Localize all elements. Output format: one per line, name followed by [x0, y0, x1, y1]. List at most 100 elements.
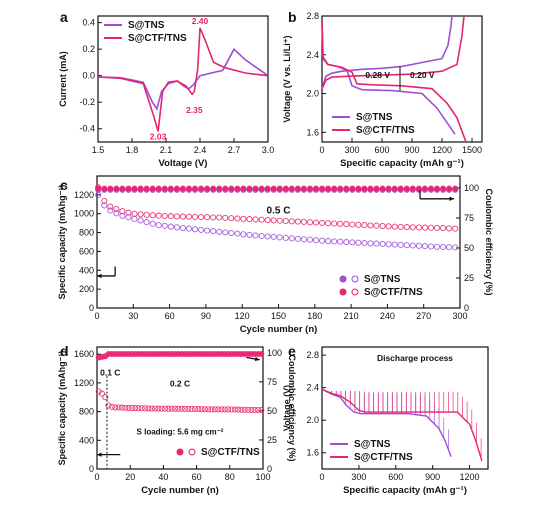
- data-point: [95, 185, 102, 192]
- data-point: [367, 185, 374, 192]
- data-point: [204, 227, 211, 234]
- data-point: [391, 185, 398, 192]
- data-point: [137, 217, 144, 224]
- data-point: [415, 224, 422, 231]
- data-point: [142, 405, 149, 412]
- data-point: [282, 217, 289, 225]
- data-point: [225, 406, 232, 413]
- data-point: [433, 243, 441, 250]
- y2-tick-label: 75: [267, 377, 277, 387]
- axis-arrow-head: [254, 356, 260, 362]
- data-point: [361, 239, 368, 247]
- data-point: [119, 208, 126, 215]
- series-line: [321, 388, 483, 462]
- data-point: [319, 219, 326, 226]
- data-point: [238, 406, 245, 413]
- y-tick-label: 2.0: [306, 415, 319, 425]
- data-point: [198, 406, 205, 413]
- y-tick-label: 1200: [74, 190, 94, 200]
- y-tick-label: 0: [89, 464, 94, 474]
- data-point: [254, 406, 262, 414]
- legend-label: S@CTF/TNS: [128, 33, 187, 44]
- data-point: [191, 213, 199, 220]
- x-tick-label: 80: [225, 472, 235, 482]
- data-point: [125, 404, 132, 411]
- data-point: [306, 236, 314, 243]
- data-point: [228, 215, 235, 222]
- x-tick-label: 240: [380, 311, 395, 321]
- data-point: [373, 222, 380, 229]
- data-point: [343, 185, 350, 192]
- y-tick-label: 1200: [74, 378, 94, 388]
- data-point: [175, 405, 182, 412]
- data-point: [165, 405, 172, 412]
- y-tick-label: 2.8: [306, 11, 319, 21]
- data-point: [115, 404, 122, 411]
- data-point: [300, 236, 307, 243]
- x-tick-label: 900: [425, 472, 440, 482]
- series-line: [97, 27, 269, 132]
- x-tick-label: 0: [94, 311, 99, 321]
- y-tick-label: 2.8: [306, 350, 319, 360]
- data-point: [179, 213, 186, 220]
- x-tick-label: 900: [404, 145, 419, 155]
- data-point: [216, 185, 223, 192]
- data-point: [300, 218, 307, 225]
- data-point: [391, 223, 398, 230]
- data-point: [319, 237, 326, 244]
- data-point: [228, 229, 235, 237]
- data-point: [228, 406, 235, 413]
- data-point: [421, 243, 428, 250]
- legend-swatch: [188, 448, 196, 456]
- x-axis-label: Specific capacity (mAh g⁻¹): [340, 158, 464, 169]
- data-point: [198, 185, 205, 192]
- legend-swatch: [351, 275, 359, 283]
- data-point: [107, 207, 114, 214]
- y2-tick-label: 25: [464, 273, 474, 283]
- data-point: [137, 185, 144, 192]
- data-point: [385, 185, 392, 192]
- data-point: [218, 406, 225, 413]
- data-point: [240, 231, 247, 238]
- data-point: [446, 185, 453, 192]
- data-point: [409, 185, 416, 192]
- data-point: [427, 185, 435, 192]
- data-point: [161, 185, 168, 192]
- x-tick-label: 1200: [432, 145, 452, 155]
- series-line: [321, 15, 465, 90]
- data-point: [178, 405, 185, 412]
- data-point: [349, 185, 356, 192]
- y-tick-label: 1.6: [306, 127, 319, 137]
- panel-letter: a: [60, 9, 68, 25]
- data-point: [288, 185, 295, 192]
- data-point: [379, 222, 386, 230]
- data-point: [185, 405, 192, 412]
- data-point: [409, 224, 416, 231]
- x-tick-label: 20: [125, 472, 135, 482]
- data-point: [210, 185, 217, 192]
- data-point: [105, 402, 112, 409]
- data-point: [167, 223, 174, 230]
- data-point: [421, 224, 428, 231]
- data-point: [128, 404, 135, 412]
- rate-annotation: 0.2 C: [170, 378, 190, 388]
- data-point: [113, 210, 120, 217]
- x-tick-label: 100: [255, 472, 270, 482]
- data-point: [179, 224, 186, 232]
- data-point: [264, 233, 271, 240]
- data-point: [168, 405, 175, 412]
- data-point: [179, 185, 186, 192]
- data-point: [191, 226, 199, 233]
- data-point: [349, 239, 356, 246]
- data-point: [379, 185, 386, 192]
- data-point: [245, 406, 252, 413]
- legend-swatch: [176, 448, 184, 456]
- data-point: [452, 244, 459, 251]
- data-point: [433, 185, 441, 192]
- data-point: [409, 242, 416, 249]
- data-point: [235, 406, 242, 413]
- data-point: [188, 405, 195, 413]
- y-tick-label: 400: [79, 435, 94, 445]
- data-point: [252, 185, 259, 192]
- data-point: [204, 185, 211, 192]
